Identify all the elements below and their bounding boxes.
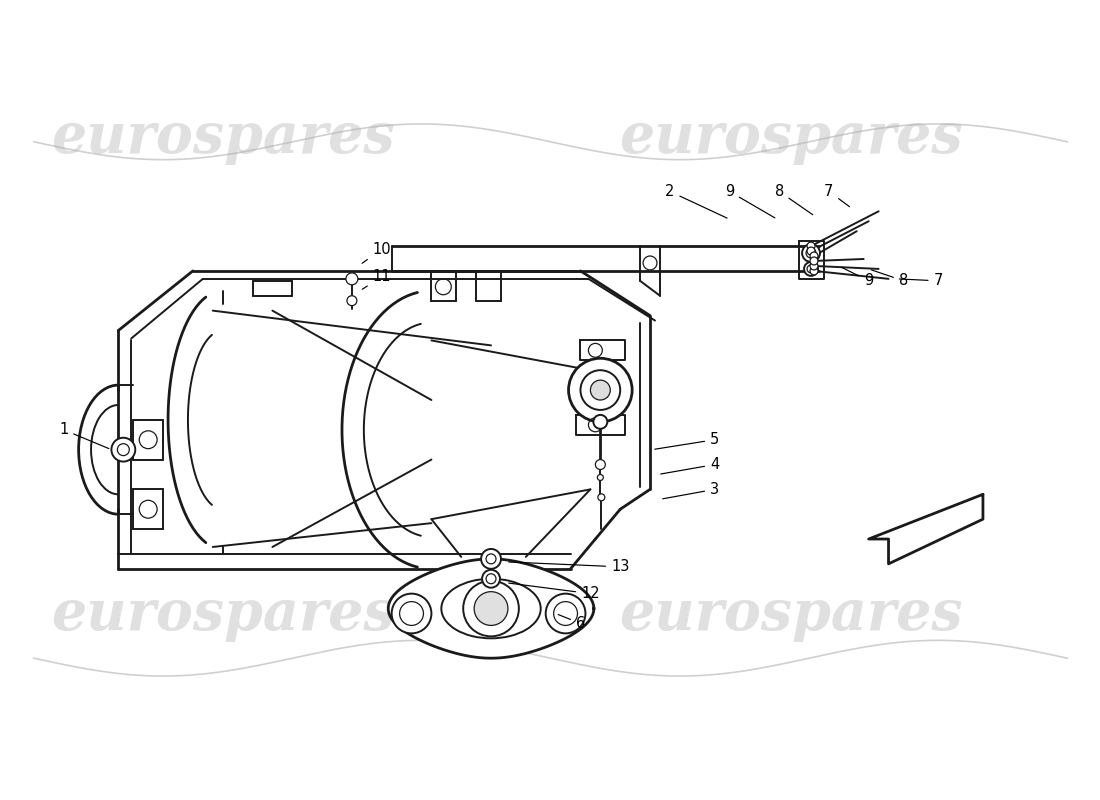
Circle shape — [807, 242, 815, 250]
Circle shape — [486, 574, 496, 584]
Text: eurospares: eurospares — [51, 587, 395, 642]
Text: 1: 1 — [59, 422, 109, 449]
Polygon shape — [575, 415, 625, 434]
Circle shape — [810, 257, 818, 265]
Circle shape — [591, 380, 611, 400]
Circle shape — [482, 570, 500, 588]
Circle shape — [807, 247, 815, 255]
Circle shape — [474, 592, 508, 626]
Text: 7: 7 — [900, 274, 943, 288]
Text: eurospares: eurospares — [51, 110, 395, 166]
Circle shape — [595, 459, 605, 470]
Polygon shape — [581, 341, 625, 360]
Text: 7: 7 — [824, 184, 849, 206]
Circle shape — [346, 296, 356, 306]
Text: 2: 2 — [666, 184, 727, 218]
Text: 3: 3 — [662, 482, 719, 499]
Text: 8: 8 — [774, 184, 813, 214]
Text: 11: 11 — [362, 270, 390, 290]
Circle shape — [593, 415, 607, 429]
Text: eurospares: eurospares — [619, 587, 962, 642]
Circle shape — [111, 438, 135, 462]
Circle shape — [569, 358, 632, 422]
Text: 6: 6 — [558, 614, 585, 631]
Circle shape — [118, 444, 130, 456]
Circle shape — [810, 267, 818, 275]
Circle shape — [597, 474, 603, 481]
Circle shape — [546, 594, 585, 634]
Circle shape — [345, 273, 358, 285]
Polygon shape — [388, 559, 594, 658]
Circle shape — [463, 581, 519, 636]
Circle shape — [810, 252, 818, 260]
Text: 10: 10 — [362, 242, 390, 263]
Text: 4: 4 — [661, 457, 719, 474]
Circle shape — [392, 594, 431, 634]
Circle shape — [598, 494, 605, 501]
Text: 9: 9 — [842, 267, 873, 288]
Text: 12: 12 — [508, 583, 600, 601]
Circle shape — [481, 549, 500, 569]
Circle shape — [810, 262, 818, 270]
Text: 9: 9 — [725, 184, 774, 218]
Polygon shape — [799, 241, 824, 279]
Circle shape — [804, 262, 818, 276]
Text: eurospares: eurospares — [619, 110, 962, 166]
Polygon shape — [869, 494, 983, 564]
Text: 13: 13 — [508, 559, 629, 574]
Circle shape — [581, 370, 620, 410]
Text: 8: 8 — [871, 270, 909, 288]
Text: 5: 5 — [654, 432, 719, 450]
Circle shape — [802, 244, 820, 262]
